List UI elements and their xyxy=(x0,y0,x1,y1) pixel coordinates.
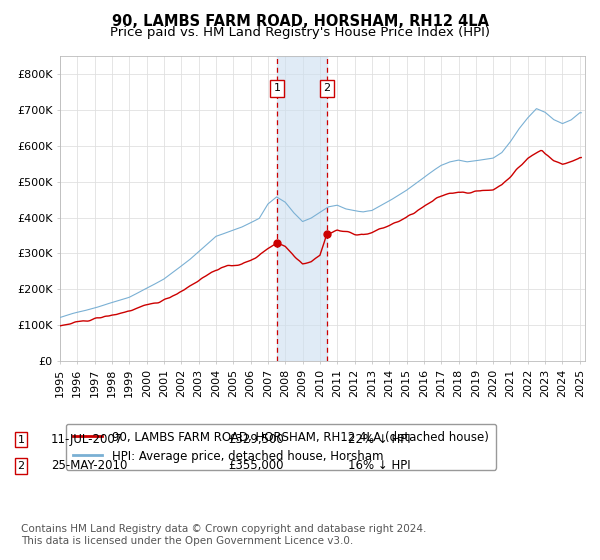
Text: Price paid vs. HM Land Registry's House Price Index (HPI): Price paid vs. HM Land Registry's House … xyxy=(110,26,490,39)
Text: 11-JUL-2007: 11-JUL-2007 xyxy=(51,433,123,446)
Text: 22% ↓ HPI: 22% ↓ HPI xyxy=(348,433,410,446)
Text: 2: 2 xyxy=(17,461,25,471)
Text: 16% ↓ HPI: 16% ↓ HPI xyxy=(348,459,410,473)
Text: £329,500: £329,500 xyxy=(228,433,284,446)
Text: 1: 1 xyxy=(17,435,25,445)
Text: £355,000: £355,000 xyxy=(228,459,284,473)
Text: 2: 2 xyxy=(323,83,331,94)
Text: 25-MAY-2010: 25-MAY-2010 xyxy=(51,459,127,473)
Legend: 90, LAMBS FARM ROAD, HORSHAM, RH12 4LA (detached house), HPI: Average price, det: 90, LAMBS FARM ROAD, HORSHAM, RH12 4LA (… xyxy=(66,423,496,470)
Text: 90, LAMBS FARM ROAD, HORSHAM, RH12 4LA: 90, LAMBS FARM ROAD, HORSHAM, RH12 4LA xyxy=(112,14,488,29)
Bar xyxy=(277,56,327,361)
Text: Contains HM Land Registry data © Crown copyright and database right 2024.
This d: Contains HM Land Registry data © Crown c… xyxy=(21,524,427,546)
Text: 1: 1 xyxy=(274,83,281,94)
